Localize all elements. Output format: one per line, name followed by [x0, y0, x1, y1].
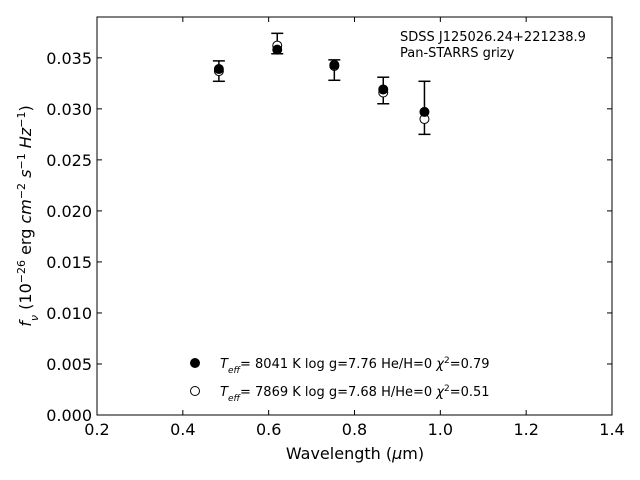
x-tick-label: 1.2	[513, 420, 538, 439]
x-tick-label: 0.2	[84, 420, 109, 439]
marker-layer	[213, 40, 430, 125]
x-tick-label: 0.8	[342, 420, 367, 439]
x-tick-label: 0.6	[256, 420, 281, 439]
plot-frame	[96, 16, 613, 416]
legend-marker-open	[190, 386, 200, 396]
errorbar-layer	[212, 32, 431, 136]
model-point-filled	[378, 84, 389, 95]
y-tick-label: 0.020	[46, 202, 92, 221]
legend-entry-2: Teff= 7869 K log g=7.68 H/He=0 χ2=0.51	[220, 384, 490, 404]
model-point-filled	[272, 44, 283, 55]
legend-marker-filled	[190, 358, 200, 368]
model-point-filled	[213, 64, 224, 75]
y-tick-label: 0.000	[46, 406, 92, 425]
x-tick-label: 1.4	[599, 420, 624, 439]
legend: Teff= 8041 K log g=7.76 He/H=0 χ2=0.79 T…	[190, 356, 490, 404]
y-tick-label: 0.030	[46, 100, 92, 119]
y-tick-label: 0.035	[46, 49, 92, 68]
y-tick-label: 0.025	[46, 151, 92, 170]
x-tick-label: 1.0	[428, 420, 453, 439]
x-tick-label: 0.4	[170, 420, 195, 439]
y-tick-label: 0.005	[46, 355, 92, 374]
legend-entry-1: Teff= 8041 K log g=7.76 He/H=0 χ2=0.79	[220, 356, 490, 376]
tick-layer: 0.2 0.4 0.6 0.8 1.0 1.2 1.4 0.000 0.005 0.010 0.01…	[46, 17, 625, 439]
y-axis-label: fν (10−26 erg cm−2 s−1 Hz−1)	[15, 105, 41, 326]
chart-title-line-2: Pan-STARRS grizy	[400, 46, 515, 61]
model-point-filled	[329, 59, 340, 70]
y-tick-label: 0.010	[46, 304, 92, 323]
model-point-filled	[419, 106, 430, 117]
chart-title-line-1: SDSS J125026.24+221238.9	[400, 30, 586, 45]
y-tick-label: 0.015	[46, 253, 92, 272]
x-axis-label: Wavelength (μm)	[286, 444, 424, 463]
